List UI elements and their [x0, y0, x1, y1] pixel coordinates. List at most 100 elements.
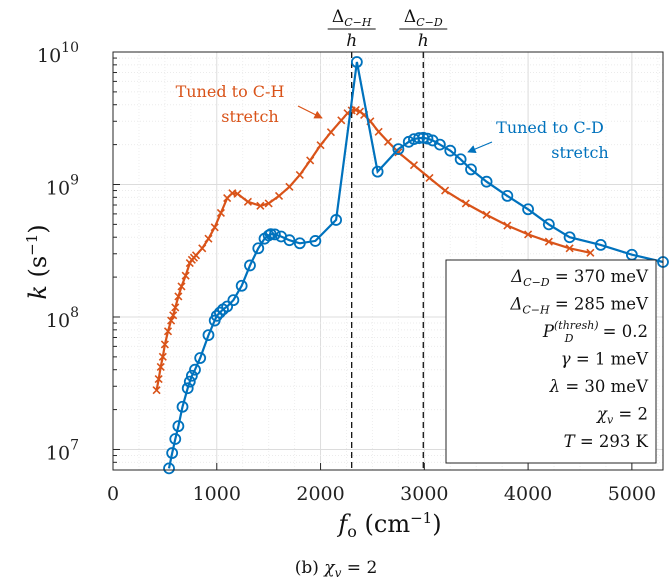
data-point	[210, 309, 223, 322]
reference-label-numerator: ΔC−H	[332, 7, 372, 29]
data-point	[167, 316, 176, 325]
reference-line-label: ΔC−Hh	[327, 7, 376, 51]
data-point	[444, 144, 457, 157]
data-point	[501, 190, 514, 202]
parameter-box-frame	[445, 259, 657, 464]
annotation-line: Tuned to C-H	[176, 82, 285, 101]
data-point	[152, 386, 161, 395]
data-point	[221, 300, 234, 313]
annotation-line: stretch	[221, 107, 278, 126]
data-point	[262, 229, 275, 242]
data-point	[394, 148, 403, 157]
data-point	[413, 132, 426, 144]
data-point	[383, 137, 393, 146]
data-point	[176, 400, 189, 413]
data-point	[185, 369, 198, 382]
x-tick-label: 3000	[400, 483, 448, 505]
annotation-line: stretch	[551, 143, 608, 162]
data-point	[181, 382, 194, 395]
data-point	[213, 306, 226, 319]
data-point	[163, 327, 173, 336]
data-point	[198, 244, 207, 253]
series-c-d	[163, 56, 669, 475]
data-point	[586, 248, 595, 257]
x-tick-label: 1000	[193, 483, 241, 505]
parameter-line: P(thresh) D = 0.2	[542, 319, 648, 345]
data-point	[337, 116, 346, 125]
x-tick-label: 5000	[608, 483, 656, 505]
parameter-line: ΔC−H = 285 meV	[509, 295, 649, 317]
data-point	[374, 127, 383, 136]
data-point	[169, 311, 178, 320]
data-point	[233, 189, 242, 198]
data-point	[293, 237, 306, 250]
data-point	[264, 199, 273, 208]
x-tick-label: 2000	[296, 483, 344, 505]
data-point	[306, 156, 315, 165]
data-point	[171, 303, 180, 312]
data-point	[544, 237, 553, 246]
data-point	[204, 234, 213, 243]
data-point	[326, 128, 335, 137]
parameter-line: γ = 1 meV	[561, 350, 649, 369]
data-point	[169, 433, 182, 445]
data-point	[330, 214, 343, 226]
data-point	[461, 199, 470, 208]
data-point	[454, 153, 467, 166]
annotation-line: Tuned to C-D	[496, 118, 604, 137]
data-point	[216, 208, 225, 217]
data-point	[309, 235, 322, 247]
reference-label-denominator: h	[346, 31, 357, 51]
x-tick-label: 0	[107, 483, 119, 505]
annotation-arrow	[297, 105, 323, 119]
data-point	[181, 271, 190, 280]
parameter-line: T = 293 K	[564, 432, 649, 451]
data-point	[482, 210, 491, 219]
annotation-c-h: Tuned to C-H stretch	[176, 82, 323, 126]
data-point	[371, 165, 384, 178]
data-point	[194, 352, 207, 364]
ticks: 0 1000 2000 3000 4000 5000 107 108 109 1010	[37, 40, 656, 505]
data-point	[563, 231, 576, 244]
data-point	[154, 374, 163, 384]
y-tick-label: 107	[46, 437, 79, 464]
data-point	[243, 197, 252, 206]
y-tick-label: 109	[46, 172, 79, 199]
data-point	[202, 329, 215, 341]
data-point	[350, 56, 363, 68]
data-point	[480, 175, 493, 188]
data-point	[244, 259, 256, 272]
annotation-arrow	[467, 141, 493, 153]
data-point	[421, 132, 434, 145]
data-point	[166, 447, 179, 459]
data-point	[268, 228, 281, 241]
data-point	[252, 242, 265, 255]
data-point	[210, 223, 219, 232]
y-tick-label: 108	[46, 305, 79, 332]
data-point	[522, 203, 534, 216]
y-tick-label: 1010	[37, 40, 79, 67]
x-tick-label: 4000	[504, 483, 552, 505]
y-axis-title: k (s−1)	[23, 224, 52, 299]
parameter-line: ΔC−D = 370 meV	[510, 267, 649, 289]
data-point	[433, 138, 446, 151]
data-point	[163, 462, 175, 475]
plot-frame	[112, 51, 664, 471]
data-point	[256, 201, 265, 210]
series-c-h	[152, 105, 595, 395]
series-line	[155, 108, 591, 391]
data-point	[227, 294, 240, 307]
figure-caption: (b) χv = 2	[295, 558, 378, 580]
data-point	[158, 352, 167, 361]
data-point	[392, 143, 405, 155]
data-point	[425, 173, 434, 183]
data-point	[172, 420, 185, 433]
data-point	[235, 279, 248, 292]
series-layer	[152, 56, 669, 475]
data-point	[191, 251, 201, 260]
data-point	[274, 191, 284, 200]
parameter-line: λ = 30 meV	[549, 377, 649, 396]
